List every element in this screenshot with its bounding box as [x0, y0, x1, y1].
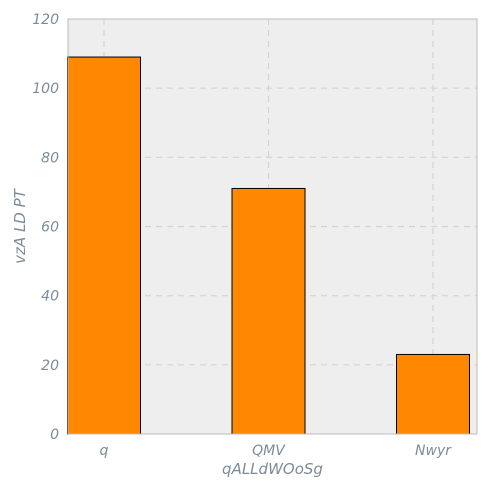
bar-q: [67, 56, 141, 435]
y-axis-label: vzA LD PT: [11, 187, 29, 264]
y-tick-label: 80: [41, 150, 59, 166]
y-tick-label: 40: [41, 289, 59, 305]
bars: [67, 56, 470, 435]
y-tick-label: 60: [41, 220, 59, 236]
x-tick-label: q: [100, 443, 109, 459]
x-tick-label: Nwyr: [415, 443, 452, 459]
x-tick-label: QMV: [252, 443, 286, 459]
x-axis-label: qALLdWOoSg: [222, 460, 323, 478]
bar-QMV: [231, 187, 306, 435]
y-tick-label: 120: [32, 12, 59, 28]
y-tick-label: 100: [32, 81, 59, 97]
y-axis-ticks: 0 20 40 60 80 100 120: [32, 12, 59, 443]
bar-Nwyr: [396, 353, 470, 435]
x-axis-ticks: q QMV Nwyr: [100, 443, 453, 459]
y-tick-label: 20: [41, 358, 59, 374]
y-tick-label: 0: [50, 427, 59, 443]
plot-frame: [67, 18, 478, 435]
